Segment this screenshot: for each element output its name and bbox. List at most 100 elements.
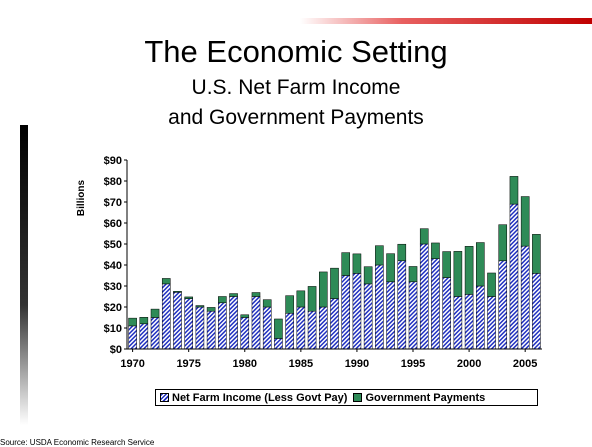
bar-net-farm-income: [296, 306, 306, 350]
legend-item-net-farm-income: Net Farm Income (Less Govt Pay): [160, 392, 347, 404]
bar-government-payments: [195, 305, 205, 308]
bar-government-payments: [262, 299, 272, 308]
x-tick-label: 2005: [513, 358, 537, 370]
bar-net-farm-income: [431, 258, 440, 350]
y-tick-label: $90: [104, 155, 122, 167]
bar-net-farm-income: [173, 292, 182, 350]
bar-government-payments: [408, 266, 418, 283]
y-axis-label: Billions: [76, 180, 87, 217]
bar-net-farm-income: [442, 277, 451, 350]
bar-government-payments: [509, 176, 519, 205]
bar-net-farm-income: [318, 306, 328, 350]
accent-bar: [300, 18, 592, 24]
y-tick-label: $50: [104, 239, 122, 251]
bar-government-payments: [386, 253, 395, 283]
bar-government-payments: [161, 278, 171, 285]
bar-government-payments: [453, 251, 463, 297]
bar-net-farm-income: [128, 325, 137, 350]
bar-net-farm-income: [341, 275, 351, 350]
bar-net-farm-income: [520, 245, 530, 350]
bar-net-farm-income: [251, 296, 261, 350]
slide-title: The Economic Setting: [144, 34, 448, 69]
x-tick-label: 1975: [176, 358, 200, 370]
bar-government-payments: [419, 228, 429, 245]
bar-government-payments: [397, 243, 407, 262]
x-tick-label: 2000: [457, 358, 481, 370]
farm-income-chart: Billions $0 $10 $20 $30 $40 $50 $60 $70 $80 $90 1…: [76, 155, 542, 370]
bar-net-farm-income: [274, 338, 283, 350]
bar-net-farm-income: [397, 260, 407, 350]
legend-swatch-net-farm-income: [160, 393, 169, 402]
bar-government-payments: [330, 267, 339, 299]
bar-net-farm-income: [139, 323, 149, 350]
bar-net-farm-income: [218, 302, 227, 350]
y-tick-label: $30: [104, 281, 122, 293]
bar-government-payments: [476, 242, 485, 287]
legend-item-government-payments: Government Payments: [353, 392, 485, 404]
x-tick-label: 1980: [233, 358, 257, 370]
bar-net-farm-income: [229, 296, 238, 350]
bar-government-payments: [296, 290, 306, 308]
side-bar: [20, 125, 28, 425]
bar-government-payments: [318, 271, 328, 308]
bar-government-payments: [363, 266, 373, 285]
bar-net-farm-income: [363, 283, 373, 350]
x-tick-label: 1990: [345, 358, 369, 370]
bar-government-payments: [240, 314, 250, 318]
bar-net-farm-income: [262, 306, 272, 350]
bar-net-farm-income: [375, 264, 384, 350]
bar-net-farm-income: [498, 260, 508, 350]
legend: Net Farm Income (Less Govt Pay) Governme…: [155, 389, 538, 406]
bar-government-payments: [251, 292, 261, 297]
bar-government-payments: [128, 317, 137, 327]
bar-government-payments: [352, 253, 362, 274]
bar-net-farm-income: [464, 294, 474, 350]
bar-government-payments: [520, 196, 530, 247]
bar-net-farm-income: [195, 306, 205, 350]
bar-net-farm-income: [509, 203, 519, 350]
bar-government-payments: [442, 251, 451, 278]
bar-government-payments: [218, 296, 227, 304]
x-tick-label: 1995: [401, 358, 425, 370]
bar-net-farm-income: [330, 298, 339, 350]
bar-government-payments: [498, 224, 508, 262]
y-tick-label: $20: [104, 302, 122, 314]
y-tick-label: $40: [104, 260, 122, 272]
source-note: Source: USDA Economic Research Service: [0, 438, 155, 447]
legend-label-government-payments: Government Payments: [365, 391, 486, 404]
bar-net-farm-income: [240, 317, 250, 350]
y-tick-label: $60: [104, 218, 122, 230]
bar-net-farm-income: [184, 298, 193, 350]
x-tick-label: 1970: [120, 358, 144, 370]
bar-government-payments: [229, 293, 238, 297]
slide-subtitle-line1: U.S. Net Farm Income: [191, 76, 401, 99]
bar-government-payments: [464, 246, 474, 295]
bar-net-farm-income: [487, 296, 496, 350]
bar-net-farm-income: [161, 283, 171, 350]
bar-net-farm-income: [419, 243, 429, 350]
bar-government-payments: [341, 252, 351, 276]
bar-net-farm-income: [408, 281, 418, 350]
x-tick-label: 1985: [289, 358, 313, 370]
y-tick-label: $0: [110, 344, 122, 356]
bar-net-farm-income: [453, 296, 463, 350]
bar-net-farm-income: [206, 310, 216, 350]
y-tick-label: $80: [104, 176, 122, 188]
y-tick-label: $70: [104, 197, 122, 209]
bar-government-payments: [307, 286, 317, 312]
bar-government-payments: [274, 318, 283, 339]
bar-net-farm-income: [352, 273, 362, 350]
bar-government-payments: [173, 291, 182, 293]
bar-government-payments: [532, 234, 541, 274]
bar-net-farm-income: [307, 310, 317, 350]
bar-government-payments: [285, 295, 294, 314]
legend-swatch-government-payments: [353, 393, 363, 402]
bar-net-farm-income: [476, 285, 485, 350]
bar-government-payments: [139, 317, 149, 325]
bar-government-payments: [150, 308, 160, 318]
bar-government-payments: [184, 296, 193, 299]
legend-label-net-farm-income: Net Farm Income (Less Govt Pay): [172, 391, 348, 404]
bar-net-farm-income: [150, 317, 160, 350]
slide-subtitle-line2: and Government Payments: [168, 106, 424, 129]
bar-government-payments: [431, 242, 440, 259]
